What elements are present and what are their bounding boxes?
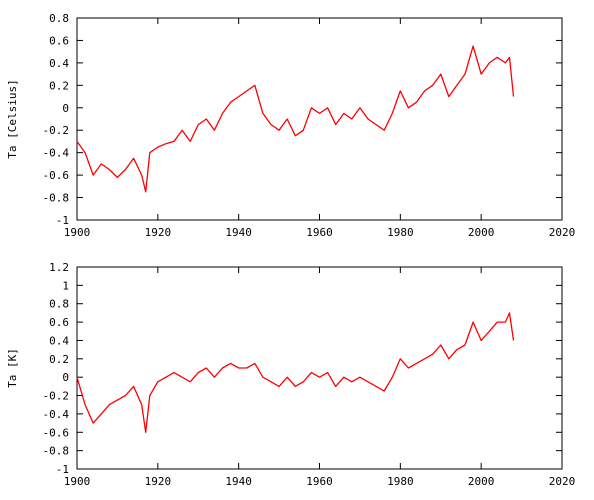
- bottom-y-tick-label: 0.8: [49, 298, 69, 311]
- top-chart-panel: 1900 1920 1940 1960 1980 2000 2020 -1 -0.8 -0.6 -0…: [6, 12, 575, 239]
- bottom-y-tick-label: 0.2: [49, 353, 69, 366]
- bottom-y-tick-label: -0.2: [43, 390, 70, 403]
- top-y-tick-label: 0.2: [49, 79, 69, 92]
- top-y-tick-label: 0.4: [49, 57, 69, 70]
- bottom-y-axis-label: Ta [K]: [6, 348, 19, 388]
- top-x-tick-label: 1960: [306, 226, 333, 239]
- top-y-tick-label: -0.4: [43, 147, 70, 160]
- top-y-tick-label: 0.6: [49, 34, 69, 47]
- bottom-x-tick-label: 1980: [387, 475, 414, 488]
- top-plot-frame: [76, 17, 563, 221]
- bottom-series-line: [76, 312, 515, 433]
- bottom-y-tick-label: 0.6: [49, 316, 69, 329]
- bottom-y-tick-label: -0.8: [43, 445, 70, 458]
- bottom-x-tick-label: 1960: [306, 475, 333, 488]
- top-y-axis-label: Ta [Celsius]: [6, 79, 19, 158]
- top-x-tick-label: 2020: [549, 226, 576, 239]
- top-x-tick-label: 1920: [145, 226, 172, 239]
- top-x-tick-label: 1900: [64, 226, 91, 239]
- bottom-x-tick-label: 1900: [64, 475, 91, 488]
- top-y-tick-label: 0.8: [49, 12, 69, 25]
- top-y-tick-label: 0: [62, 102, 69, 115]
- bottom-y-tick-label: 0.4: [49, 334, 69, 347]
- bottom-y-tick-label: 1.2: [49, 261, 69, 274]
- top-series-line: [76, 45, 515, 193]
- bottom-y-tick-label: -0.4: [43, 408, 70, 421]
- top-y-tick-label: -0.6: [43, 169, 70, 182]
- bottom-x-tick-label: 2000: [468, 475, 495, 488]
- bottom-y-tick-label: 0: [62, 371, 69, 384]
- top-x-tick-label: 1940: [225, 226, 252, 239]
- bottom-x-tick-label: 1940: [225, 475, 252, 488]
- bottom-y-tick-label: -0.6: [43, 426, 70, 439]
- top-y-tick-label: -0.8: [43, 192, 70, 205]
- bottom-chart-panel: 1900 1920 1940 1960 1980 2000 2020 -1 -0.8 -0.6 -0…: [6, 261, 575, 488]
- bottom-y-tick-label: -1: [56, 463, 69, 476]
- top-y-tick-label: -1: [56, 214, 69, 227]
- top-x-tick-label: 1980: [387, 226, 414, 239]
- bottom-x-tick-label: 1920: [145, 475, 172, 488]
- bottom-plot-frame: [76, 266, 563, 470]
- bottom-x-tick-label: 2020: [549, 475, 576, 488]
- top-x-tick-label: 2000: [468, 226, 495, 239]
- top-y-tick-label: -0.2: [43, 124, 70, 137]
- bottom-y-tick-label: 1: [62, 279, 69, 292]
